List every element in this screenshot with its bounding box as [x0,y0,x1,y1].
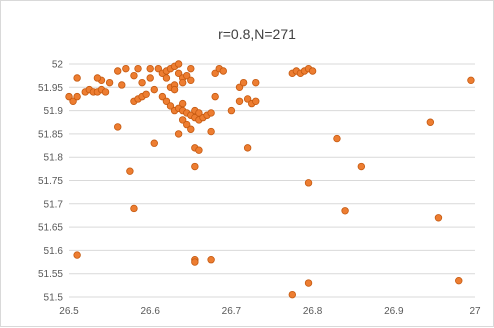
x-tick-label: 26.9 [384,306,404,317]
y-axis-ticks: 51.5 51.55 51.6 51.65 51.7 51.75 51.8 51.85 51.9… [38,60,63,304]
data-point [467,76,475,85]
data-point [174,60,183,68]
data-point [150,139,158,147]
data-point [162,97,171,105]
x-axis-ticks: 26.5 26.6 26.7 26.8 26.9 27 [59,306,481,317]
data-point [191,258,199,266]
data-point [187,64,195,73]
data-point [134,64,142,73]
data-point [150,85,158,94]
y-tick-label: 51.7 [44,199,64,210]
data-point [122,64,130,73]
data-point [235,97,244,105]
data-point [126,167,134,175]
data-point [219,67,227,75]
y-tick-label: 51.85 [38,129,63,140]
data-point [288,290,296,299]
data-point [308,67,317,75]
data-point [243,95,252,103]
x-tick-label: 26.7 [222,306,242,317]
data-point [174,130,183,138]
data-point [187,125,195,133]
y-tick-label: 51.6 [44,246,64,257]
data-point [239,78,248,87]
data-point [73,251,81,259]
data-point [252,78,260,87]
data-point [426,118,435,126]
y-tick-label: 51.65 [38,223,63,234]
x-tick-label: 27 [469,306,481,317]
data-point [341,207,349,215]
data-point [207,256,215,264]
data-point [178,78,187,87]
data-point [101,88,110,96]
y-tick-label: 51.9 [44,106,64,117]
data-point [73,74,81,82]
data-point [158,92,167,101]
data-point [154,64,163,73]
data-point [118,81,126,89]
data-point [114,67,122,75]
data-point [207,127,215,136]
data-point [166,102,175,110]
data-point [170,85,179,94]
data-point [105,78,114,87]
gridlines [69,63,475,298]
data-point [304,279,313,287]
data-point [138,78,146,87]
data-point [146,74,154,82]
data-point [183,120,191,129]
data-point [142,90,150,98]
data-point [211,69,219,78]
y-tick-label: 51.5 [44,293,64,304]
data-point [69,97,77,105]
y-tick-label: 52 [52,60,64,71]
data-point [162,74,171,82]
data-point [333,134,341,143]
data-point [243,144,252,152]
data-point [211,92,219,101]
data-point [178,99,187,108]
data-point [455,276,463,285]
data-point [93,74,102,82]
data-point [174,69,183,78]
data-point [434,214,443,222]
chart-title: r=0.8,N=271 [218,26,296,42]
data-points [65,60,475,299]
y-tick-label: 51.75 [38,176,63,187]
data-point [195,109,203,117]
data-point [207,109,215,117]
data-point [130,204,138,213]
x-tick-label: 26.6 [140,306,160,317]
x-tick-label: 26.5 [59,306,79,317]
y-tick-label: 51.8 [44,153,64,164]
data-point [195,146,203,154]
data-point [73,92,81,101]
data-point [130,71,138,80]
y-tick-label: 51.95 [38,83,63,94]
data-point [187,76,195,85]
x-tick-label: 26.8 [303,306,323,317]
data-point [183,71,191,80]
data-point [304,179,313,187]
data-point [252,97,260,105]
data-point [65,92,73,101]
y-tick-label: 51.55 [38,269,63,280]
data-point [191,162,199,171]
data-point [178,116,187,124]
data-point [146,64,154,73]
data-point [357,162,366,171]
data-point [114,123,122,131]
data-point [227,106,236,115]
data-point [235,83,244,91]
